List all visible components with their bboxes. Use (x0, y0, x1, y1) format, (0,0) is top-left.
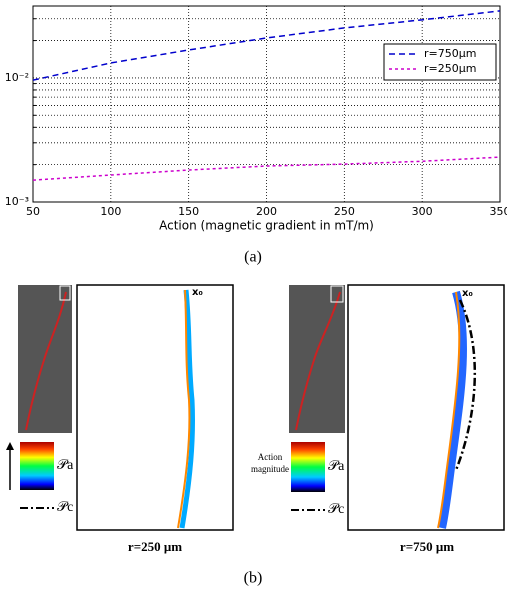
legend-label: r=250μm (424, 62, 476, 75)
panel (76, 284, 234, 531)
series-line (32, 10, 501, 81)
thumbnail (289, 285, 345, 433)
x-axis-label: Action (magnetic gradient in mT/m) (159, 219, 374, 233)
x-tick-label: 300 (412, 205, 433, 218)
plot-area (33, 6, 500, 202)
radius-label: r=750 μm (400, 539, 454, 554)
vessel-trace (25, 291, 67, 431)
panel (347, 284, 505, 531)
vessel-trace (295, 291, 341, 431)
arrow-head (6, 442, 14, 450)
y-tick-label: 10⁻² (5, 71, 29, 84)
pa-label: 𝒫a (328, 459, 345, 474)
colorbar (291, 442, 325, 492)
caption: (a) (244, 249, 262, 266)
pa-label: 𝒫a (57, 458, 74, 473)
start-label: x₀ (192, 287, 203, 298)
axes-frame (32, 5, 501, 203)
x-tick-label: 200 (256, 205, 277, 218)
roi (59, 285, 71, 301)
start-label: x₀ (462, 288, 473, 299)
x-tick-label: 50 (26, 205, 40, 218)
legend-box (383, 43, 497, 81)
action-label: Action (258, 452, 283, 462)
x-tick-label: 350 (490, 205, 507, 218)
caption: (b) (244, 570, 263, 587)
x-tick-label: 150 (178, 205, 199, 218)
x-tick-label: 250 (334, 205, 355, 218)
pc-label: 𝒫c (328, 502, 344, 517)
pc-path (454, 299, 477, 471)
colorbar (20, 442, 54, 490)
vessel-paths (437, 291, 461, 529)
x-tick-label: 100 (100, 205, 121, 218)
pc-label: 𝒫c (57, 500, 73, 515)
action-label: magnitude (251, 464, 289, 474)
roi (330, 285, 344, 303)
vessel-paths (179, 289, 196, 529)
series-line (32, 156, 501, 181)
radius-label: r=250 μm (128, 539, 182, 554)
legend-label: r=750μm (424, 47, 476, 60)
vessel-paths (177, 289, 191, 529)
y-tick-label: 10⁻³ (5, 195, 29, 208)
vessel-paths (438, 290, 468, 529)
